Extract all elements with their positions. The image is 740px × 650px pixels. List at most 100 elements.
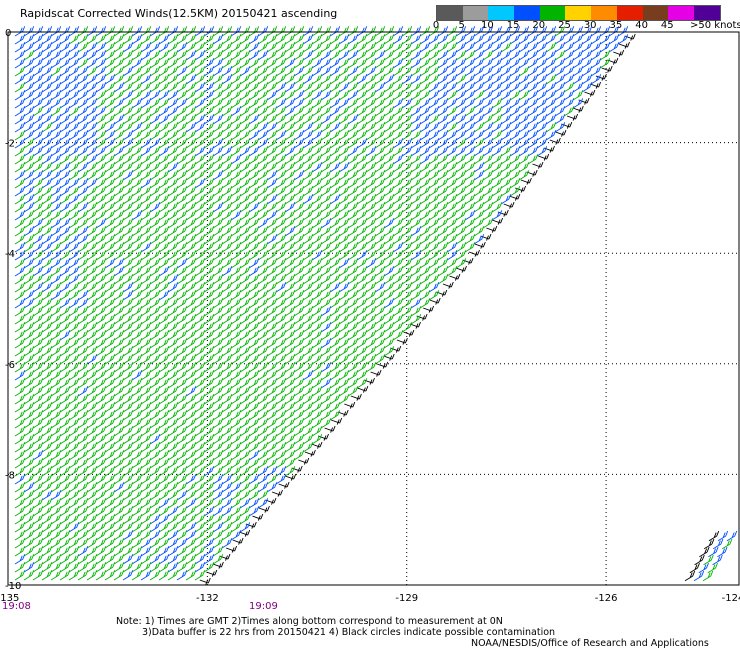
- wind-barb: [356, 106, 368, 117]
- wind-barb: [518, 26, 530, 37]
- wind-barb: [347, 202, 359, 213]
- wind-barb: [257, 218, 269, 229]
- wind-barb: [257, 226, 269, 237]
- wind-barb: [275, 474, 287, 485]
- wind-barb: [311, 370, 323, 381]
- wind-barb: [410, 178, 422, 189]
- wind-barb: [50, 178, 62, 189]
- wind-barb: [365, 234, 377, 245]
- wind-barb: [482, 122, 494, 133]
- wind-barb: [176, 98, 188, 109]
- wind-barb: [563, 98, 575, 109]
- wind-barb: [176, 338, 188, 349]
- wind-barb: [527, 58, 539, 69]
- wind-barb: [392, 90, 404, 101]
- wind-barb: [527, 50, 539, 61]
- wind-barb: [419, 74, 431, 85]
- wind-barb: [95, 458, 107, 469]
- wind-barb: [437, 42, 449, 53]
- wind-barb: [302, 210, 314, 221]
- wind-barb: [482, 74, 494, 85]
- wind-barb: [401, 154, 413, 165]
- wind-barb: [86, 442, 98, 453]
- wind-barb: [185, 194, 197, 205]
- wind-barb: [131, 186, 143, 197]
- wind-barb: [113, 498, 125, 509]
- wind-barb: [599, 58, 611, 69]
- wind-barb: [41, 402, 53, 413]
- wind-barb: [203, 266, 215, 277]
- wind-barb: [14, 322, 26, 333]
- wind-barb: [347, 250, 359, 261]
- wind-barb: [185, 50, 197, 61]
- colorbar-label: 35: [609, 20, 623, 31]
- wind-barb: [167, 370, 179, 381]
- wind-barb: [302, 394, 314, 405]
- wind-barb: [167, 346, 179, 357]
- wind-barb: [104, 378, 116, 389]
- wind-barb: [158, 242, 170, 253]
- wind-barb: [266, 322, 278, 333]
- wind-barb: [149, 98, 161, 109]
- wind-barb: [167, 226, 179, 237]
- wind-barb: [464, 114, 476, 125]
- wind-barb: [23, 98, 35, 109]
- wind-barb: [230, 146, 242, 157]
- wind-barb: [23, 562, 35, 573]
- wind-barb: [185, 250, 197, 261]
- wind-barb: [239, 458, 251, 469]
- chart-title: Rapidscat Corrected Winds(12.5KM) 201504…: [20, 7, 338, 20]
- wind-barb: [356, 274, 368, 285]
- wind-barb: [131, 466, 143, 477]
- wind-barb: [68, 562, 80, 573]
- wind-barb: [401, 194, 413, 205]
- wind-barb: [428, 266, 440, 277]
- wind-barb: [311, 242, 323, 253]
- wind-barb: [95, 506, 107, 517]
- wind-barb: [338, 322, 350, 333]
- wind-barb: [77, 338, 89, 349]
- wind-barb: [419, 66, 431, 77]
- wind-barb: [104, 506, 116, 517]
- wind-barb: [113, 458, 125, 469]
- wind-barb: [221, 66, 233, 77]
- wind-barb: [77, 266, 89, 277]
- wind-barb: [122, 178, 134, 189]
- wind-barb: [77, 378, 89, 389]
- wind-barb: [203, 34, 215, 45]
- wind-barb: [618, 41, 630, 49]
- wind-barb: [167, 386, 179, 397]
- wind-barb: [347, 370, 359, 381]
- wind-barb: [248, 114, 260, 125]
- wind-barb: [401, 226, 413, 237]
- wind-barb: [185, 434, 197, 445]
- wind-barb: [212, 554, 224, 565]
- wind-barb: [284, 178, 296, 189]
- wind-barb: [122, 82, 134, 93]
- wind-barb: [149, 186, 161, 197]
- wind-barb: [392, 122, 404, 133]
- wind-barb: [464, 42, 476, 53]
- wind-barb: [284, 26, 296, 37]
- wind-barb: [212, 250, 224, 261]
- wind-barb: [185, 90, 197, 101]
- wind-barb: [185, 522, 197, 533]
- wind-barb: [167, 450, 179, 461]
- wind-barb: [113, 162, 125, 173]
- wind-barb: [131, 154, 143, 165]
- wind-barb: [203, 274, 215, 285]
- wind-barb: [257, 394, 269, 405]
- wind-barb: [59, 530, 71, 541]
- wind-barb: [95, 450, 107, 461]
- wind-barb: [446, 162, 458, 173]
- wind-barb: [356, 370, 368, 381]
- wind-barb: [712, 538, 724, 550]
- wind-barb: [140, 218, 152, 229]
- wind-barb: [104, 218, 116, 229]
- wind-barb: [212, 498, 224, 509]
- wind-barb: [203, 170, 215, 181]
- wind-barb: [311, 114, 323, 125]
- wind-barb: [581, 66, 593, 77]
- wind-barb: [221, 386, 233, 397]
- wind-barb: [437, 210, 449, 221]
